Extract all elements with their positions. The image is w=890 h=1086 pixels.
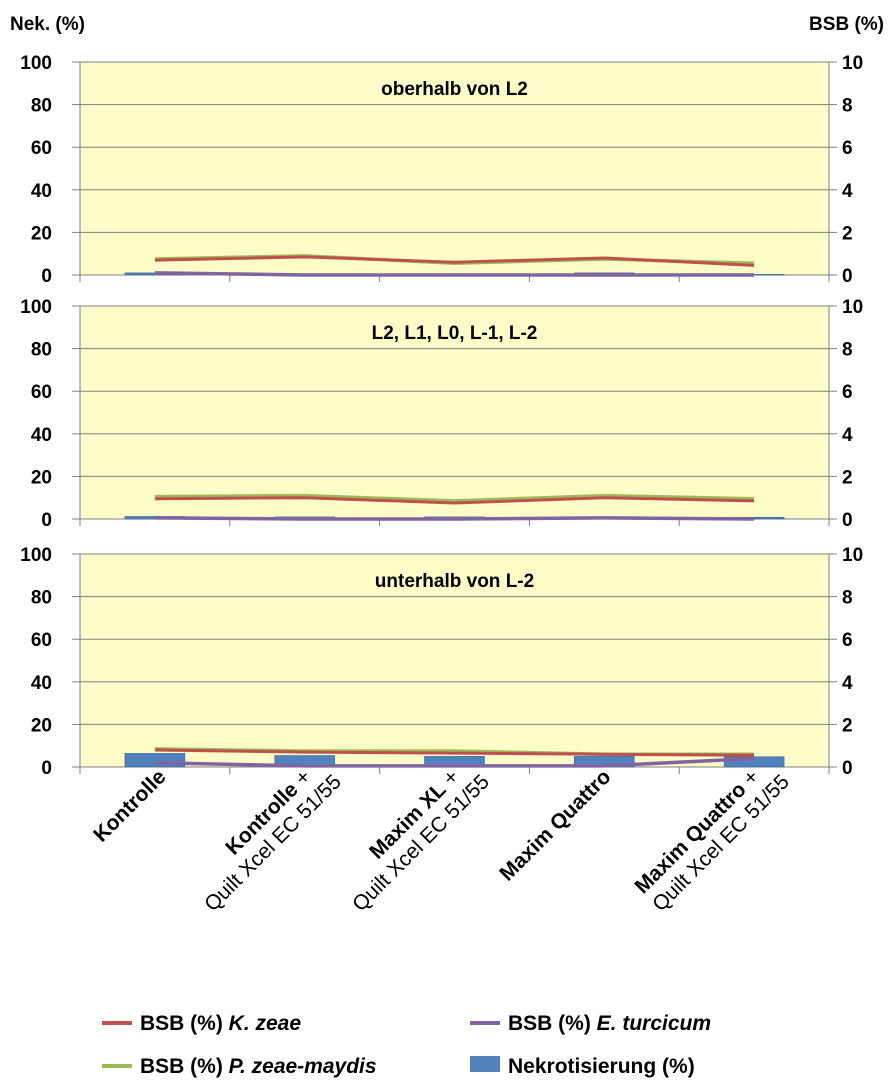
plot-area bbox=[79, 305, 830, 520]
legend-label: BSB (%) E. turcicum bbox=[508, 1012, 711, 1035]
right-axis-title: BSB (%) bbox=[809, 14, 884, 35]
left-tick-label: 80 bbox=[31, 96, 52, 117]
right-tick-label: 4 bbox=[842, 425, 853, 446]
left-tick-label: 80 bbox=[31, 588, 52, 609]
legend-nekrotisierung: Nekrotisierung (%) bbox=[470, 1055, 695, 1078]
legend-label: BSB (%) K. zeae bbox=[140, 1012, 301, 1035]
right-tick-label: 6 bbox=[842, 630, 853, 651]
left-tick-label: 0 bbox=[41, 758, 52, 779]
right-tick-label: 2 bbox=[842, 467, 853, 488]
legend: BSB (%) K. zeae BSB (%) E. turcicum BSB (%… bbox=[102, 1012, 711, 1078]
nekrotisierung-bar bbox=[124, 753, 186, 768]
left-tick-label: 0 bbox=[41, 510, 52, 531]
right-tick-label: 10 bbox=[842, 297, 863, 318]
right-tick-label: 2 bbox=[842, 715, 853, 736]
right-tick-label: 8 bbox=[842, 588, 853, 609]
left-tick-label: 20 bbox=[31, 715, 52, 736]
left-tick-label: 60 bbox=[31, 382, 52, 403]
right-tick-label: 0 bbox=[842, 510, 853, 531]
right-tick-label: 8 bbox=[842, 96, 853, 117]
category-label: Maxim Quattro bbox=[495, 765, 615, 885]
nekrotisierung-bar bbox=[723, 756, 785, 768]
left-tick-label: 20 bbox=[31, 223, 52, 244]
right-tick-label: 8 bbox=[842, 340, 853, 361]
legend-k-zeae: BSB (%) K. zeae bbox=[102, 1012, 301, 1035]
e-turcicum-line bbox=[154, 271, 755, 277]
k-zeae-line bbox=[154, 496, 755, 505]
legend-e-turcicum: BSB (%) E. turcicum bbox=[470, 1012, 711, 1035]
category-label: Kontrolle bbox=[89, 765, 170, 846]
legend-label: BSB (%) P. zeae-maydis bbox=[140, 1055, 377, 1078]
k-zeae-line bbox=[154, 255, 755, 267]
left-tick-label: 80 bbox=[31, 340, 52, 361]
right-tick-label: 4 bbox=[842, 181, 853, 202]
right-tick-label: 2 bbox=[842, 223, 853, 244]
left-tick-label: 20 bbox=[31, 467, 52, 488]
left-tick-label: 100 bbox=[20, 545, 52, 566]
legend-swatch bbox=[470, 1056, 500, 1072]
category-label: Maxim XL +Quilt Xcel EC 51/55 bbox=[330, 753, 494, 917]
e-turcicum-line bbox=[154, 516, 755, 521]
left-tick-label: 60 bbox=[31, 630, 52, 651]
legend-p-zeae: BSB (%) P. zeae-maydis bbox=[102, 1055, 377, 1078]
legend-label: Nekrotisierung (%) bbox=[508, 1055, 695, 1078]
e-turcicum-line bbox=[154, 756, 755, 768]
plot-area bbox=[79, 61, 830, 276]
plot-area bbox=[79, 553, 830, 768]
right-tick-label: 0 bbox=[842, 758, 853, 779]
category-labels: Kontrolle Kontrolle +Quilt Xcel EC 51/55 M… bbox=[89, 753, 794, 917]
right-tick-label: 10 bbox=[842, 545, 863, 566]
left-tick-label: 100 bbox=[20, 297, 52, 318]
left-tick-label: 40 bbox=[31, 181, 52, 202]
right-tick-label: 10 bbox=[842, 53, 863, 74]
category-label: Kontrolle +Quilt Xcel EC 51/55 bbox=[182, 753, 346, 917]
left-tick-label: 40 bbox=[31, 673, 52, 694]
right-tick-label: 4 bbox=[842, 673, 853, 694]
category-label: Maxim Quattro +Quilt Xcel EC 51/55 bbox=[630, 753, 794, 917]
left-axis-title: Nek. (%) bbox=[10, 14, 85, 35]
p-zeae-line bbox=[154, 493, 755, 503]
k-zeae-line bbox=[154, 748, 755, 757]
left-tick-label: 60 bbox=[31, 138, 52, 159]
panel-title: oberhalb von L2 bbox=[381, 79, 528, 100]
right-tick-label: 6 bbox=[842, 138, 853, 159]
left-tick-label: 100 bbox=[20, 53, 52, 74]
panel-title: L2, L1, L0, L-1, L-2 bbox=[372, 323, 538, 344]
right-tick-label: 6 bbox=[842, 382, 853, 403]
left-tick-label: 0 bbox=[41, 266, 52, 287]
panel-title: unterhalb von L-2 bbox=[375, 571, 534, 592]
right-tick-label: 0 bbox=[842, 266, 853, 287]
left-tick-label: 40 bbox=[31, 425, 52, 446]
